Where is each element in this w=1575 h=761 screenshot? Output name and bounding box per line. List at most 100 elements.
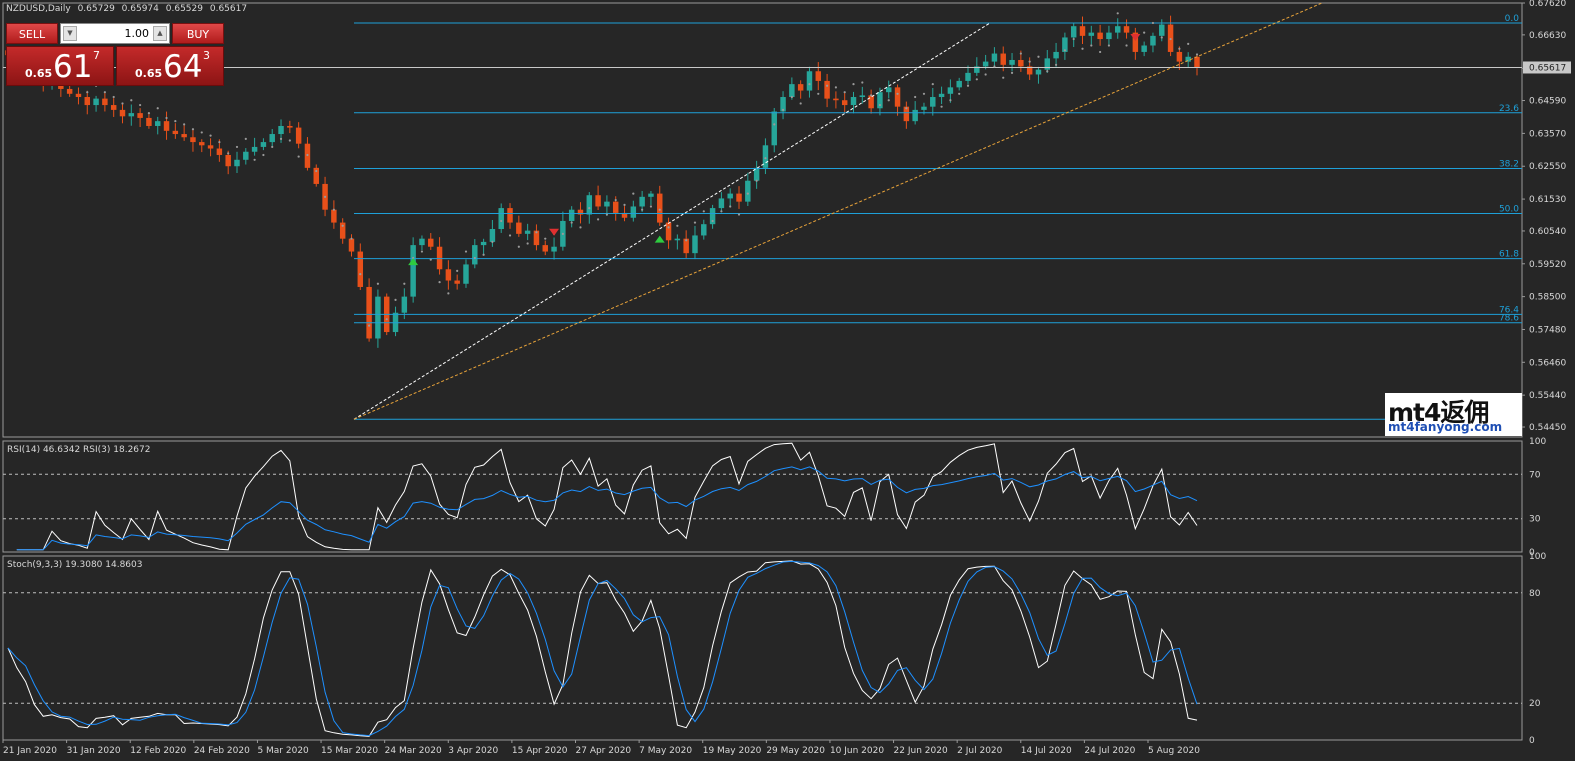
price-tick-label: 0.54450 [1529, 423, 1566, 433]
sar-dot [781, 108, 785, 111]
candle-body [1035, 69, 1042, 75]
sar-dot [464, 250, 468, 253]
stoch-panel[interactable]: 100 80 20 0 Stoch(9,3,3) 19.3080 14.8603 [2, 552, 1546, 746]
lots-decrease-button[interactable]: ▼ [63, 26, 77, 41]
candle-body [375, 296, 381, 339]
rsi-panel[interactable]: 100 70 30 0 RSI(14) 46.6342 RSI(3) 18.2672 [2, 437, 1546, 558]
price-panel-frame [2, 2, 1523, 438]
lots-field: ▼ ▲ [60, 23, 170, 44]
rsi-title: RSI(14) 46.6342 RSI(3) 18.2672 [7, 445, 150, 455]
candle-body [287, 125, 293, 128]
candle-body [480, 241, 487, 246]
candle-body [251, 146, 258, 152]
sar-dot [940, 105, 943, 108]
sar-dot [288, 139, 291, 142]
sar-dot [790, 95, 793, 99]
sar-dot [1178, 47, 1181, 50]
sar-dot [385, 318, 388, 321]
candle-body [894, 87, 901, 107]
sar-dot [1169, 37, 1172, 41]
candle-body [974, 66, 980, 73]
sar-dot [702, 210, 705, 213]
price-tick-label: 0.56460 [1529, 358, 1566, 368]
candle-body [727, 193, 733, 199]
sar-dot [253, 158, 256, 161]
candle-body [463, 264, 469, 284]
sar-dot [341, 224, 344, 227]
watermark-logo: mt4返佣 mt4fanyong.com [1385, 393, 1522, 436]
candle-body [313, 167, 319, 184]
stoch-panel-frame [2, 555, 1523, 741]
sar-dot [1107, 44, 1111, 47]
candle-body [789, 84, 795, 98]
candle-body [1141, 45, 1147, 52]
time-tick-label: 15 Apr 2020 [512, 746, 568, 756]
rsi3-line [16, 442, 1198, 551]
candle-body [1062, 37, 1068, 52]
candle-body [542, 245, 548, 252]
candle-body [612, 201, 619, 213]
symbol-label: NZDUSD,Daily [6, 4, 71, 14]
candle-body [1000, 53, 1006, 65]
buy-signal-arrow [654, 235, 665, 243]
fib-level-label: 50.0 [1499, 205, 1519, 215]
sar-dot [693, 221, 697, 224]
sell-button[interactable]: SELL [6, 23, 58, 44]
buy-button[interactable]: BUY [172, 23, 224, 44]
sar-dot [596, 218, 600, 221]
candle-body [339, 222, 346, 239]
candle-body [190, 137, 196, 143]
sar-dot [658, 208, 661, 211]
candle-body [102, 98, 108, 106]
fib-level-label: 23.6 [1499, 104, 1519, 114]
candle-body [621, 212, 628, 218]
sell-quote[interactable]: 0.65 61 7 [6, 46, 114, 86]
lots-input[interactable] [79, 25, 149, 42]
candle-body [225, 154, 231, 167]
fib-level-label: 76.4 [1499, 305, 1519, 315]
sell-signal-arrow [549, 228, 560, 236]
candle-body [1070, 26, 1077, 38]
candle-body [1044, 58, 1051, 70]
price-panel[interactable]: 0.676200.666300.655900.645900.635700.625… [2, 0, 1571, 438]
sar-dot [1063, 49, 1066, 52]
sar-dot [579, 226, 582, 229]
sell-quote-prefix: 0.65 [25, 67, 53, 80]
sar-dot [438, 281, 441, 284]
candle-body [947, 87, 954, 94]
sar-dot [931, 83, 934, 86]
candle-body [454, 280, 460, 284]
sar-dot [147, 112, 151, 115]
sar-dot [456, 269, 459, 272]
current-price-label: 0.65617 [1529, 63, 1566, 73]
sar-dot [711, 219, 714, 223]
candle-body [1194, 56, 1200, 68]
sar-dot [887, 99, 890, 102]
rsi-panel-frame [2, 440, 1523, 553]
lots-increase-button[interactable]: ▲ [153, 26, 167, 41]
candle-body [348, 238, 355, 252]
stoch-tick-label: 20 [1529, 699, 1541, 709]
sar-dot [535, 231, 538, 234]
candle-body [172, 130, 179, 135]
candle-body [93, 98, 99, 106]
time-tick-label: 31 Jan 2020 [67, 746, 121, 756]
buy-quote[interactable]: 0.65 64 3 [116, 46, 224, 86]
sar-dot [429, 258, 432, 261]
chart-header: NZDUSD,Daily 0.65729 0.65974 0.65529 0.6… [6, 4, 251, 14]
candle-body [982, 61, 989, 67]
candle-body [1018, 59, 1024, 67]
candle-body [243, 151, 249, 160]
candle-body [533, 230, 540, 246]
sar-dot [200, 131, 203, 134]
sar-dot [544, 237, 547, 240]
sar-dot [649, 205, 653, 208]
candle-body [295, 127, 302, 144]
candle-body [630, 206, 637, 218]
sar-dot [561, 232, 564, 235]
price-tick-label: 0.57480 [1529, 325, 1566, 335]
sar-dot [315, 169, 318, 173]
high-value: 0.65974 [121, 4, 159, 14]
candle-body [119, 109, 126, 117]
